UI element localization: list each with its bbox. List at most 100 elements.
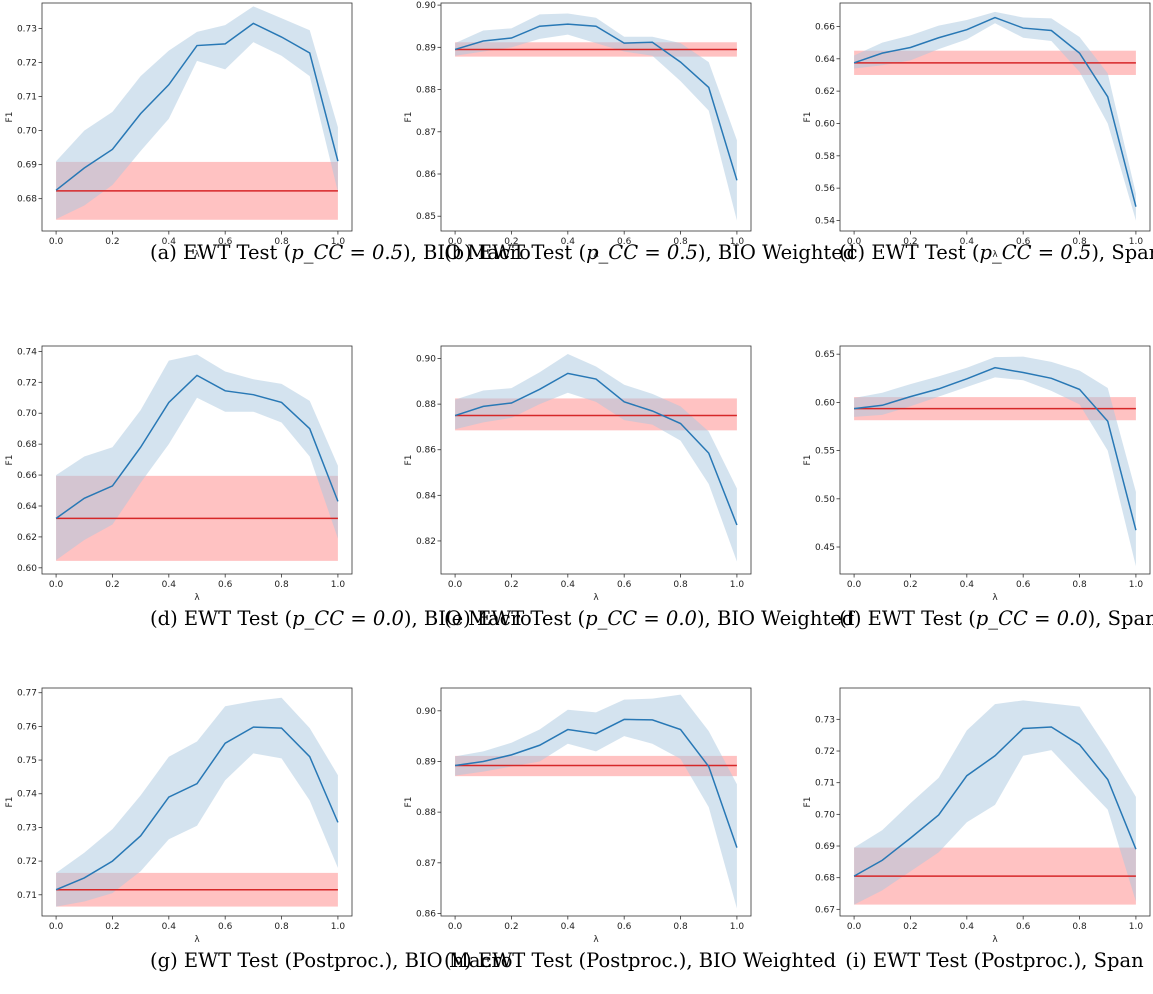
x-tick-label: 0.8: [673, 580, 688, 590]
plot-area: [853, 11, 1137, 221]
y-tick-label: 0.88: [416, 86, 436, 96]
x-tick-label: 0.6: [617, 922, 632, 932]
x-tick-label: 0.0: [448, 237, 463, 247]
y-tick-label: 0.87: [416, 859, 436, 869]
caption-math: p_CC = 0.0: [292, 607, 404, 630]
x-tick-label: 0.8: [673, 237, 688, 247]
x-tick-label: 0.2: [903, 237, 917, 247]
caption-text: ), BIO Weighted: [697, 241, 856, 264]
y-axis-label: F1: [5, 455, 15, 466]
plot-frame: [41, 687, 353, 917]
plot-frame: [440, 345, 752, 575]
panel-caption-f: (f) EWT Test (p_CC = 0.0), Span: [839, 607, 1153, 630]
y-tick-label: 0.86: [416, 170, 436, 180]
y-tick-label: 0.68: [17, 195, 37, 205]
series-line: [454, 718, 738, 848]
x-axis-label: λ: [992, 250, 998, 260]
caption-text: (a) EWT Test (: [150, 241, 292, 264]
x-tick-label: 0.2: [105, 922, 119, 932]
y-tick-label: 0.66: [815, 22, 835, 32]
y-tick-label: 0.85: [416, 212, 436, 222]
y-tick-label: 0.84: [416, 491, 436, 501]
y-tick-label: 0.54: [815, 216, 835, 226]
y-tick-label: 0.89: [416, 43, 436, 53]
plot-frame: [41, 345, 353, 575]
series-confidence-band: [455, 694, 737, 909]
x-tick-label: 0.8: [673, 922, 688, 932]
caption-text: (h) EWT Test (Postproc.), BIO Weighted: [444, 949, 837, 972]
caption-math: p_CC = 0.0: [975, 607, 1088, 630]
y-tick-label: 0.90: [416, 707, 436, 717]
x-tick-label: 0.6: [1016, 580, 1031, 590]
caption-math: p_CC = 0.5: [979, 241, 1092, 264]
y-tick-label: 0.90: [416, 355, 436, 365]
y-tick-label: 0.64: [17, 502, 37, 512]
y-tick-label: 0.67: [815, 905, 835, 915]
y-tick-label: 0.60: [815, 398, 835, 408]
x-axis-label: λ: [194, 593, 200, 603]
chart-panel-g: 0.0 0.2 0.4 0.6 0.8 1.0 0.71 0.72 0.73 0.74 0.75 0.…: [5, 687, 353, 945]
y-tick-label: 0.87: [416, 128, 436, 138]
x-tick-label: 1.0: [1129, 237, 1144, 247]
x-tick-label: 1.0: [1129, 580, 1144, 590]
plot-area: [55, 6, 339, 220]
x-tick-label: 0.0: [49, 922, 64, 932]
series-line: [854, 366, 1137, 531]
panel-caption-e: (e) EWT Test (p_CC = 0.0), BIO Weighted: [444, 607, 854, 630]
caption-math: p_CC = 0.5: [291, 241, 404, 264]
plot-area: [454, 353, 738, 562]
y-tick-label: 0.82: [416, 537, 436, 547]
series-line: [853, 16, 1137, 207]
x-axis-label: λ: [992, 935, 998, 945]
y-tick-label: 0.71: [17, 93, 37, 103]
y-tick-label: 0.72: [815, 747, 835, 757]
y-tick-label: 0.50: [815, 495, 835, 505]
y-tick-label: 0.70: [17, 127, 37, 137]
x-axis-label: λ: [593, 593, 599, 603]
y-tick-label: 0.73: [17, 823, 37, 833]
x-tick-label: 0.4: [162, 580, 177, 590]
y-axis-label: F1: [5, 797, 15, 808]
x-tick-label: 1.0: [730, 922, 745, 932]
y-tick-label: 0.68: [17, 440, 37, 450]
x-tick-label: 0.6: [218, 237, 233, 247]
y-tick-label: 0.69: [17, 161, 37, 171]
caption-text: (g) EWT Test (Postproc.), BIO Macro: [150, 949, 513, 972]
series-confidence-band: [854, 356, 1136, 567]
y-tick-label: 0.72: [17, 378, 37, 388]
y-tick-label: 0.74: [17, 347, 37, 357]
series-confidence-band: [455, 13, 737, 221]
x-tick-label: 0.0: [847, 237, 862, 247]
caption-text: (c) EWT Test (: [839, 241, 980, 264]
plot-area: [55, 697, 339, 907]
y-tick-label: 0.64: [815, 55, 835, 65]
x-tick-label: 0.4: [162, 237, 177, 247]
series-line: [55, 22, 339, 191]
x-tick-label: 0.8: [1072, 580, 1087, 590]
caption-text: (e) EWT Test (: [444, 607, 586, 630]
y-tick-label: 0.76: [17, 722, 37, 732]
y-tick-label: 0.73: [815, 715, 835, 725]
series-confidence-band: [854, 11, 1136, 221]
panel-caption-c: (c) EWT Test (p_CC = 0.5), Span: [839, 241, 1153, 264]
x-tick-label: 0.4: [960, 580, 975, 590]
y-tick-label: 0.88: [416, 400, 436, 410]
y-tick-label: 0.73: [17, 25, 37, 35]
x-tick-label: 0.8: [1072, 922, 1087, 932]
x-axis-label: λ: [593, 935, 599, 945]
series-line: [454, 23, 738, 181]
x-tick-label: 0.6: [218, 580, 233, 590]
y-axis-label: F1: [5, 112, 15, 123]
x-tick-label: 0.2: [105, 580, 119, 590]
x-tick-label: 0.0: [448, 580, 463, 590]
x-tick-label: 0.4: [561, 922, 576, 932]
panel-caption-g: (g) EWT Test (Postproc.), BIO Macro: [150, 949, 512, 972]
y-tick-label: 0.77: [17, 689, 37, 699]
x-axis-label: λ: [593, 250, 599, 260]
x-tick-label: 0.2: [504, 922, 518, 932]
plot-frame: [440, 2, 752, 232]
y-tick-label: 0.89: [416, 757, 436, 767]
y-axis-label: F1: [803, 112, 813, 123]
caption-text: ), BIO Macro: [403, 607, 532, 630]
y-tick-label: 0.45: [815, 543, 835, 553]
